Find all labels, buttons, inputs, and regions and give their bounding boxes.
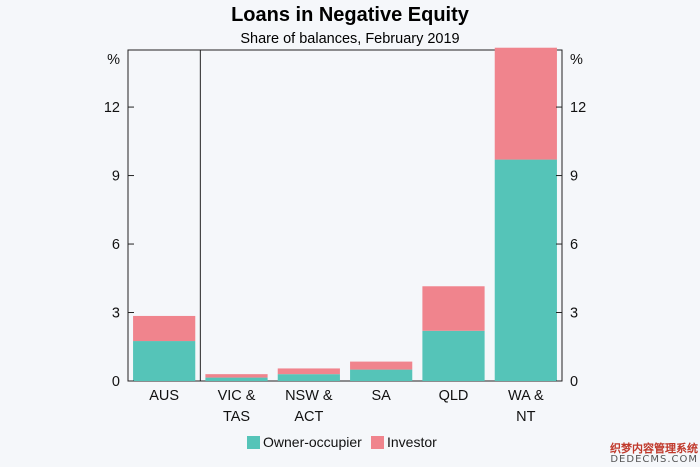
watermark-line-1: 织梦内容管理系统 xyxy=(610,441,698,455)
bar-investor-0 xyxy=(133,315,196,342)
y-tick-label-right: 9 xyxy=(570,169,578,185)
y-tick-label-left: 6 xyxy=(112,237,120,253)
bar-investor-2 xyxy=(277,368,340,375)
y-tick-label-left: 0 xyxy=(112,374,120,390)
bar-owner-occupier-3 xyxy=(350,369,413,381)
y-tick-label-right: 6 xyxy=(570,237,578,253)
legend-swatch xyxy=(247,436,260,449)
legend-label: Owner-occupier xyxy=(263,434,362,450)
bar-investor-4 xyxy=(422,286,485,331)
y-tick-label-right: 3 xyxy=(570,306,578,322)
bar-owner-occupier-0 xyxy=(133,341,196,381)
y-unit-label-left: % xyxy=(107,52,120,68)
y-tick-label-left: 12 xyxy=(104,100,120,116)
chart-title: Loans in Negative Equity xyxy=(231,4,469,26)
x-tick-label: QLD xyxy=(439,388,469,404)
legend-swatch xyxy=(371,436,384,449)
bar-owner-occupier-2 xyxy=(277,374,340,381)
bar-investor-3 xyxy=(350,361,413,370)
bar-owner-occupier-1 xyxy=(205,377,268,381)
bar-investor-1 xyxy=(205,374,268,378)
x-tick-label: TAS xyxy=(223,409,250,425)
x-tick-label: NT xyxy=(516,409,535,425)
x-tick-label: VIC & xyxy=(218,388,256,404)
bar-owner-occupier-4 xyxy=(422,330,485,381)
y-unit-label-right: % xyxy=(570,52,583,68)
y-tick-label-right: 0 xyxy=(570,374,578,390)
watermark: 织梦内容管理系统 DEDECMS.COM xyxy=(610,443,698,465)
watermark-line-2: DEDECMS.COM xyxy=(610,453,698,465)
x-tick-label: NSW & xyxy=(285,388,333,404)
chart-subtitle: Share of balances, February 2019 xyxy=(240,31,460,47)
bar-investor-5 xyxy=(494,47,557,160)
bar-owner-occupier-5 xyxy=(494,159,557,381)
x-tick-label: ACT xyxy=(294,409,323,425)
y-tick-label-right: 12 xyxy=(570,100,586,116)
y-tick-label-left: 9 xyxy=(112,169,120,185)
x-tick-label: AUS xyxy=(149,388,179,404)
legend-label: Investor xyxy=(387,434,437,450)
x-tick-label: SA xyxy=(371,388,391,404)
plot-frame xyxy=(127,49,563,382)
y-tick-label-left: 3 xyxy=(112,306,120,322)
x-tick-label: WA & xyxy=(508,388,544,404)
